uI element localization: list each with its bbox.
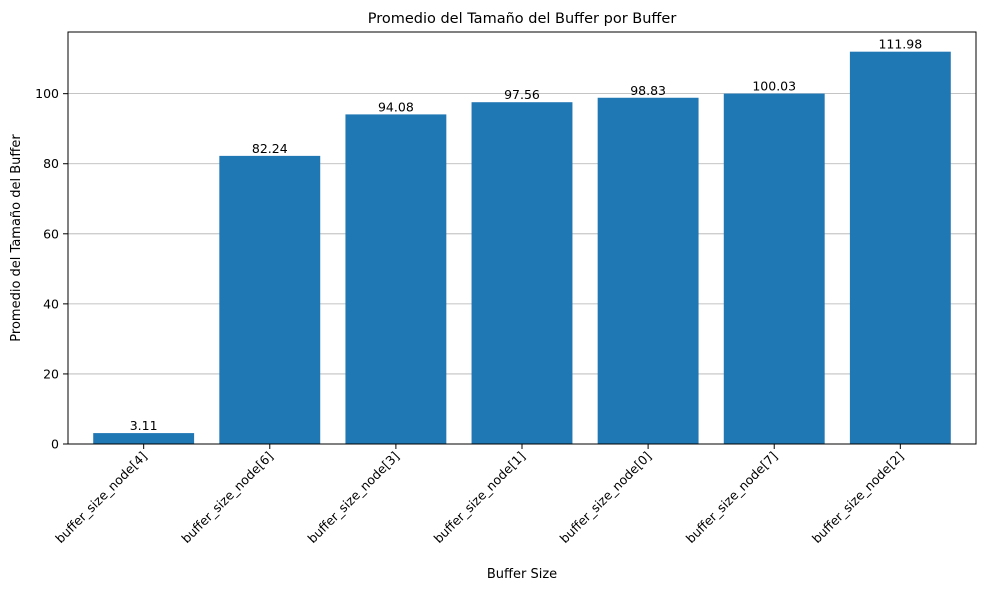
bar-buffer_size_node[7] <box>723 93 825 445</box>
bar-value-label: 98.83 <box>630 83 666 98</box>
bars <box>93 51 951 445</box>
bar-value-label: 94.08 <box>378 99 414 114</box>
y-tick-label-60: 60 <box>43 226 59 241</box>
y-tick-label-20: 20 <box>43 366 59 381</box>
bar-buffer_size_node[4] <box>93 433 195 444</box>
y-axis-ticks: 0 20 40 60 80 100 <box>35 86 68 452</box>
bar-value-label: 82.24 <box>252 141 288 156</box>
bar-buffer_size_node[6] <box>219 155 321 444</box>
y-tick-label-80: 80 <box>43 156 59 171</box>
chart-title: Promedio del Tamaño del Buffer por Buffe… <box>368 11 677 27</box>
bar-buffer_size_node[3] <box>345 114 447 445</box>
y-axis-label: Promedio del Tamaño del Buffer <box>9 134 24 342</box>
bar-value-label: 100.03 <box>752 79 796 94</box>
bar-value-labels: 3.11 82.24 94.08 97.56 98.83 100.03 111.98 <box>130 37 922 433</box>
x-axis-label: Buffer Size <box>487 567 557 582</box>
bar-value-label: 3.11 <box>130 418 158 433</box>
bar-value-label: 97.56 <box>504 87 540 102</box>
y-tick-label-40: 40 <box>43 296 59 311</box>
y-tick-label-100: 100 <box>35 86 59 101</box>
bar-buffer_size_node[2] <box>849 51 951 444</box>
y-tick-label-0: 0 <box>51 437 59 452</box>
bar-buffer_size_node[0] <box>597 97 699 444</box>
bar-value-label: 111.98 <box>878 37 922 52</box>
bar-buffer_size_node[1] <box>471 102 573 444</box>
